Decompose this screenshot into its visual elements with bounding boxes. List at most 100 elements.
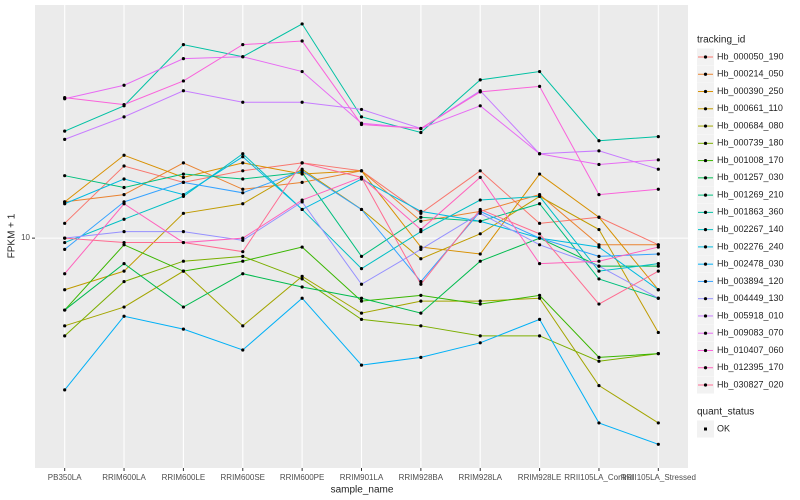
point [419, 209, 423, 213]
point [181, 305, 186, 309]
point [537, 317, 542, 321]
point [241, 254, 245, 258]
point [656, 243, 660, 247]
legend-label: Hb_005918_010 [717, 310, 784, 320]
point [478, 90, 482, 94]
legend-label: Hb_000214_050 [717, 69, 784, 79]
point [181, 79, 186, 83]
point [656, 264, 660, 268]
legend-title: tracking_id [697, 35, 745, 46]
point [478, 175, 482, 179]
point [656, 158, 660, 162]
point [597, 254, 601, 258]
point [597, 243, 601, 247]
legend-point [703, 348, 708, 353]
point [597, 355, 601, 360]
point [656, 134, 660, 139]
point [181, 327, 186, 331]
point [419, 227, 423, 232]
legend-label: Hb_000050_190 [717, 51, 784, 61]
point [122, 240, 126, 245]
point [597, 421, 601, 425]
point [241, 187, 245, 191]
point [656, 167, 660, 171]
legend-point [703, 279, 708, 284]
legend-point [703, 366, 708, 370]
point [478, 341, 482, 345]
point [300, 285, 304, 289]
legend-label: Hb_002276_240 [717, 241, 784, 251]
point [181, 230, 186, 234]
point [537, 221, 542, 225]
legend-point [703, 124, 708, 128]
point [241, 259, 245, 263]
point [359, 317, 364, 321]
legend-point [703, 55, 708, 59]
point [537, 236, 542, 240]
legend-point [703, 193, 708, 197]
point [419, 279, 423, 284]
point [181, 269, 186, 273]
legend-point [703, 158, 708, 163]
point [419, 299, 423, 303]
point [63, 236, 67, 240]
point [181, 240, 186, 245]
point [478, 207, 482, 212]
legend-point [703, 210, 708, 214]
legend-label: Hb_002267_140 [717, 224, 784, 234]
x-tick-label: RRII105LA_Stressed [621, 473, 696, 482]
legend-point [703, 176, 708, 180]
point [122, 83, 126, 87]
point [478, 104, 482, 108]
point [300, 180, 304, 184]
legend-label: Hb_030827_020 [717, 379, 784, 389]
point [419, 293, 423, 297]
point [537, 172, 542, 176]
point [419, 130, 423, 135]
legend-label: Hb_003894_120 [717, 276, 784, 286]
point [181, 172, 186, 176]
x-tick-label: RRIM600LE [162, 473, 206, 482]
legend-label: Hb_001863_360 [717, 207, 784, 217]
point [63, 308, 67, 312]
point [656, 269, 660, 273]
point [656, 330, 660, 335]
point [537, 232, 542, 236]
point [300, 198, 304, 202]
point [597, 192, 601, 197]
point [597, 139, 601, 143]
point [656, 352, 660, 356]
point [63, 202, 67, 206]
point [656, 262, 660, 266]
point [419, 257, 423, 261]
point [419, 245, 423, 249]
point [419, 219, 423, 223]
legend-label: Hb_012395_170 [717, 362, 784, 372]
point [241, 236, 245, 240]
legend-point [703, 245, 708, 249]
point [63, 272, 67, 276]
point [597, 383, 601, 388]
point [181, 57, 186, 61]
legend-point [703, 141, 708, 145]
point [419, 282, 423, 286]
x-tick-label: RRIM928LE [518, 473, 562, 482]
legend-point [703, 383, 708, 387]
point [122, 314, 126, 318]
point [63, 388, 67, 392]
point [241, 161, 245, 165]
point [241, 191, 245, 195]
point [181, 43, 186, 47]
point [359, 299, 364, 303]
legend-point [703, 262, 708, 266]
point [181, 192, 186, 197]
point [656, 296, 660, 300]
point [478, 219, 482, 223]
point [300, 100, 304, 104]
legend-label: Hb_010407_060 [717, 345, 784, 355]
point [122, 103, 126, 107]
point [300, 69, 304, 74]
point [122, 217, 126, 221]
legend-point [703, 89, 708, 94]
